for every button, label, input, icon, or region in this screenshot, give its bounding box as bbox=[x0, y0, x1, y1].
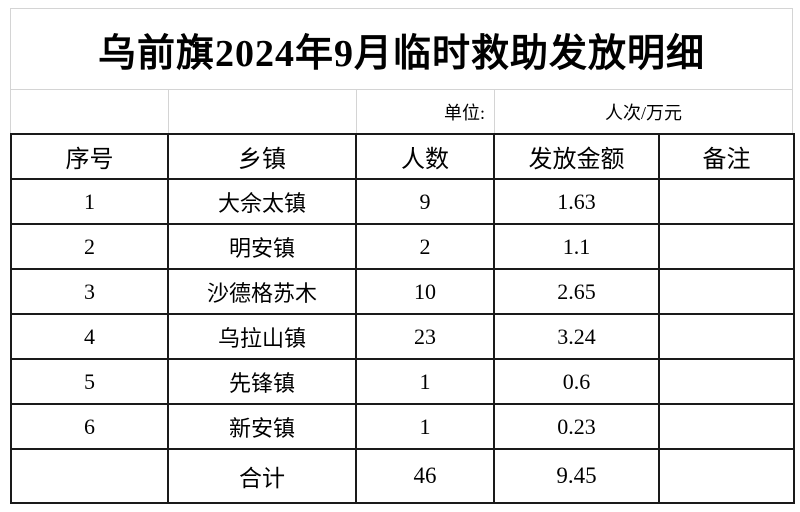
cell-note bbox=[658, 268, 795, 315]
header-no: 序号 bbox=[10, 133, 169, 180]
cell-amount: 1.1 bbox=[493, 223, 660, 270]
cell-note bbox=[658, 178, 795, 225]
total-label-cell: 合计 bbox=[167, 448, 357, 504]
cell-town: 先锋镇 bbox=[167, 358, 357, 405]
cell-amount: 3.24 bbox=[493, 313, 660, 360]
spreadsheet-region: 乌前旗2024年9月临时救助发放明细 单位: 人次/万元 序号 乡镇 人数 发放… bbox=[10, 8, 795, 504]
cell-no: 4 bbox=[10, 313, 169, 360]
cell-count: 1 bbox=[355, 403, 495, 450]
table-row: 6 新安镇 1 0.23 bbox=[10, 403, 795, 450]
cell-no: 3 bbox=[10, 268, 169, 315]
cell-no: 6 bbox=[10, 403, 169, 450]
page-title: 乌前旗2024年9月临时救助发放明细 bbox=[10, 8, 793, 90]
table-row: 2 明安镇 2 1.1 bbox=[10, 223, 795, 270]
table-row: 4 乌拉山镇 23 3.24 bbox=[10, 313, 795, 360]
unit-row-empty-cell-2 bbox=[168, 90, 356, 133]
cell-note bbox=[658, 223, 795, 270]
table-row: 1 大佘太镇 9 1.63 bbox=[10, 178, 795, 225]
table-row: 3 沙德格苏木 10 2.65 bbox=[10, 268, 795, 315]
unit-row: 单位: 人次/万元 bbox=[10, 90, 793, 133]
cell-count: 9 bbox=[355, 178, 495, 225]
cell-town: 新安镇 bbox=[167, 403, 357, 450]
assistance-table: 序号 乡镇 人数 发放金额 备注 1 大佘太镇 9 1.63 2 明安镇 2 1… bbox=[10, 133, 795, 504]
header-town: 乡镇 bbox=[167, 133, 357, 180]
cell-note bbox=[658, 403, 795, 450]
cell-count: 1 bbox=[355, 358, 495, 405]
cell-no: 2 bbox=[10, 223, 169, 270]
cell-count: 23 bbox=[355, 313, 495, 360]
cell-amount: 1.63 bbox=[493, 178, 660, 225]
unit-value: 人次/万元 bbox=[494, 90, 792, 133]
cell-count: 10 bbox=[355, 268, 495, 315]
cell-amount: 0.6 bbox=[493, 358, 660, 405]
total-row: 合计 46 9.45 bbox=[10, 448, 795, 504]
cell-note bbox=[658, 358, 795, 405]
cell-town: 大佘太镇 bbox=[167, 178, 357, 225]
unit-label: 单位: bbox=[356, 90, 494, 133]
cell-town: 乌拉山镇 bbox=[167, 313, 357, 360]
unit-row-empty-cell-1 bbox=[11, 90, 168, 133]
header-note: 备注 bbox=[658, 133, 795, 180]
header-count: 人数 bbox=[355, 133, 495, 180]
cell-amount: 0.23 bbox=[493, 403, 660, 450]
total-no-cell bbox=[10, 448, 169, 504]
total-count-cell: 46 bbox=[355, 448, 495, 504]
cell-no: 1 bbox=[10, 178, 169, 225]
cell-no: 5 bbox=[10, 358, 169, 405]
total-amount-cell: 9.45 bbox=[493, 448, 660, 504]
header-amount: 发放金额 bbox=[493, 133, 660, 180]
total-note-cell bbox=[658, 448, 795, 504]
cell-town: 沙德格苏木 bbox=[167, 268, 357, 315]
table-row: 5 先锋镇 1 0.6 bbox=[10, 358, 795, 405]
cell-count: 2 bbox=[355, 223, 495, 270]
cell-note bbox=[658, 313, 795, 360]
cell-town: 明安镇 bbox=[167, 223, 357, 270]
header-row: 序号 乡镇 人数 发放金额 备注 bbox=[10, 133, 795, 180]
cell-amount: 2.65 bbox=[493, 268, 660, 315]
